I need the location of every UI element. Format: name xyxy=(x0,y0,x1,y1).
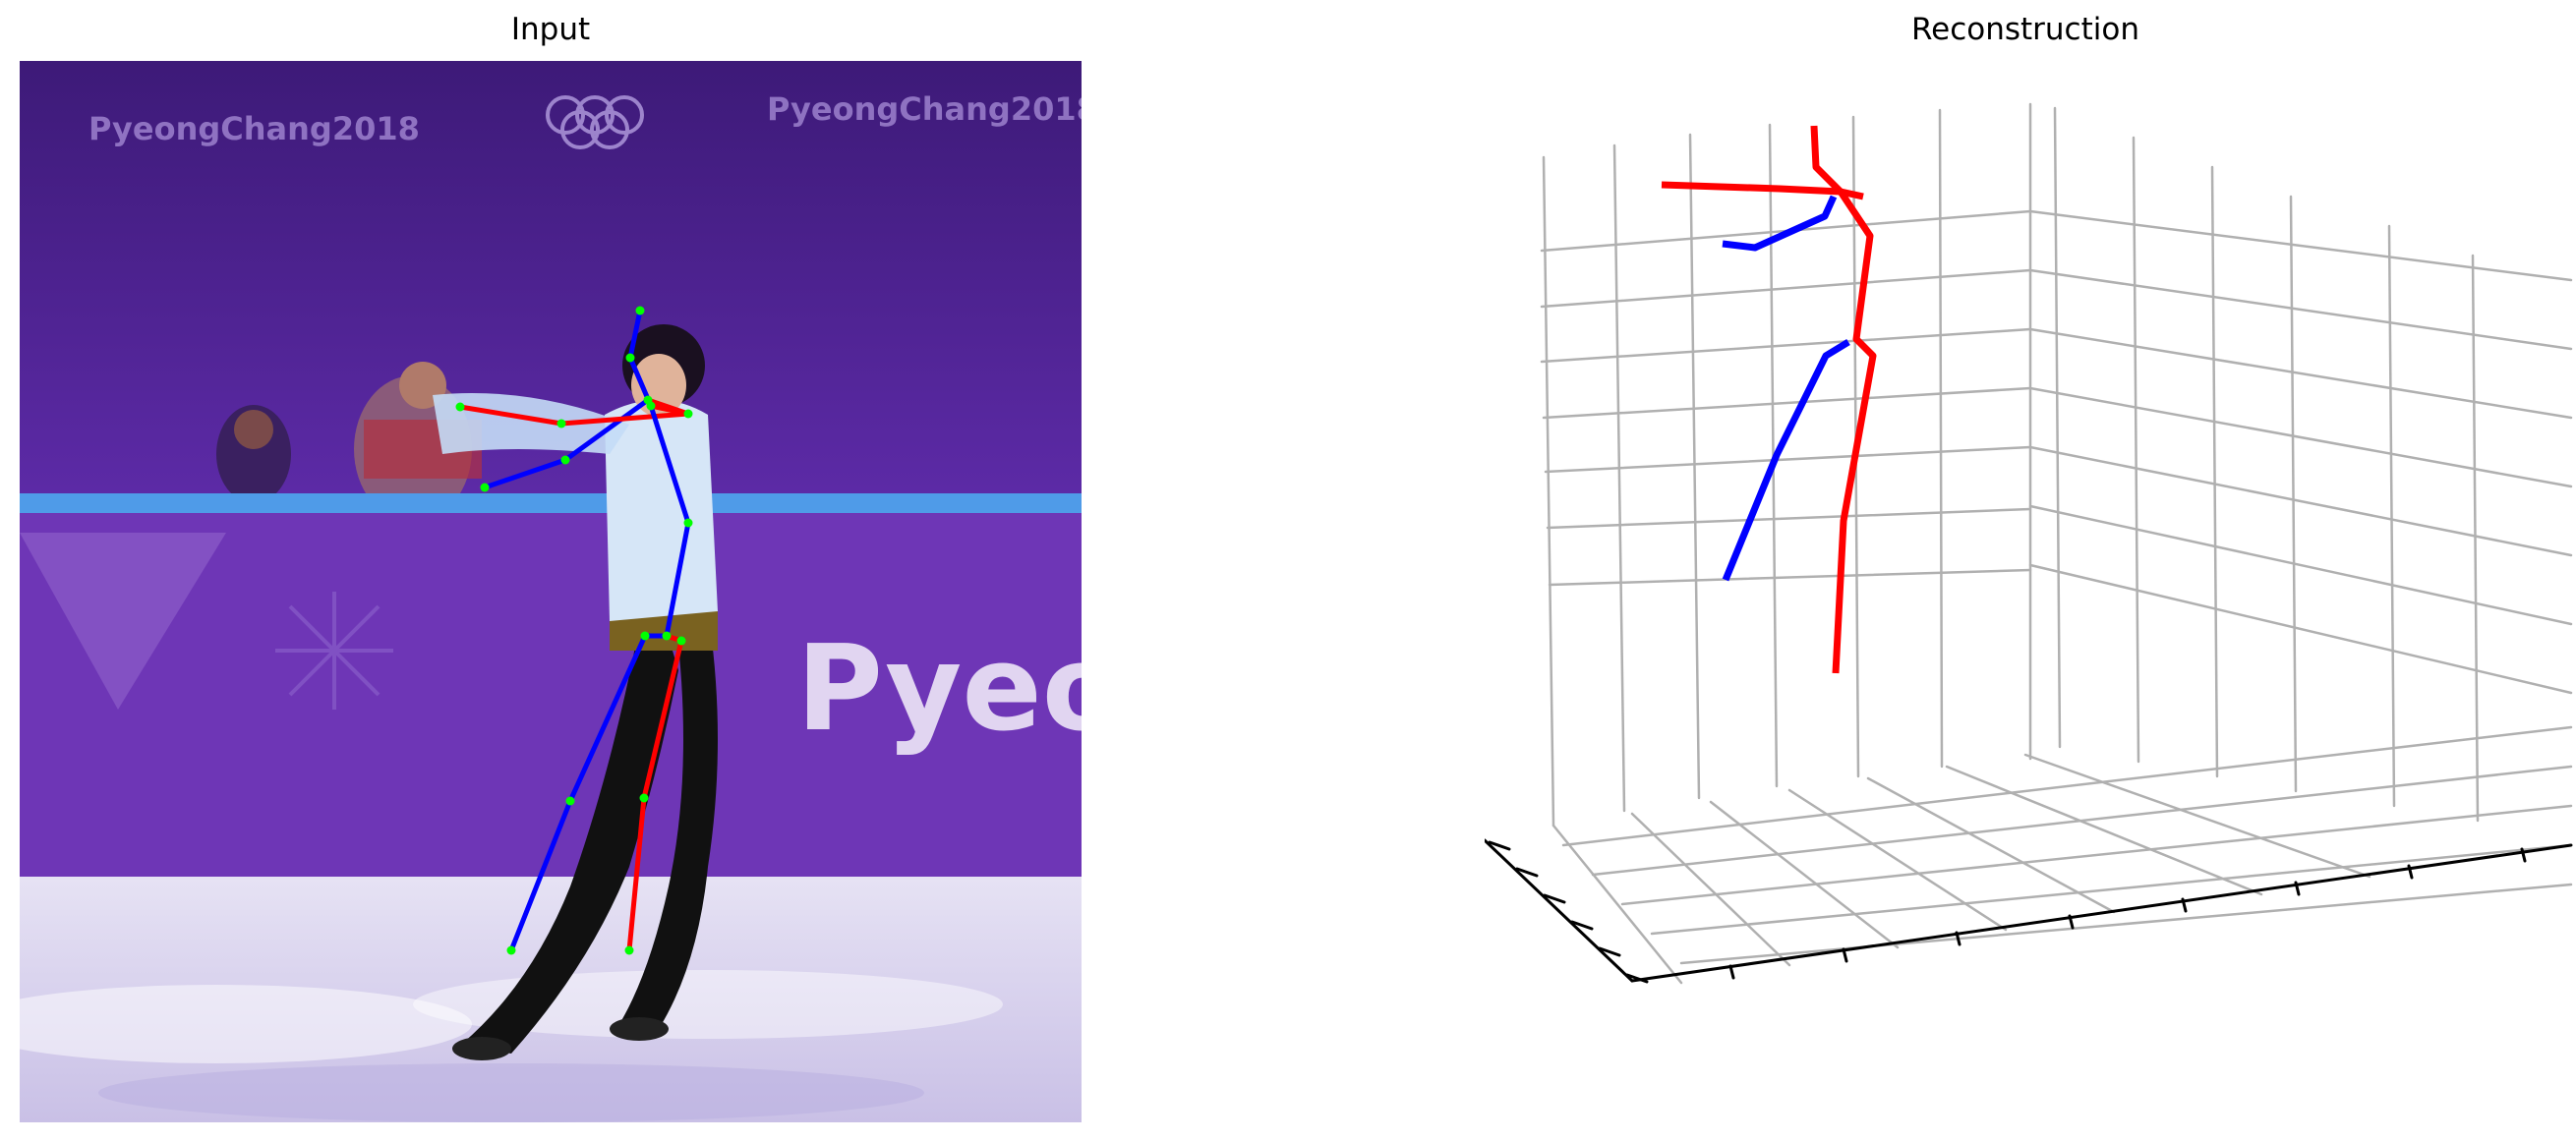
skeleton-3d-left-leg xyxy=(1722,339,1850,582)
joint-neck xyxy=(625,353,635,363)
skeleton-3d-left-arm xyxy=(1722,195,1838,252)
bone-lsho-rsho xyxy=(645,397,691,417)
y-axis-tick xyxy=(1842,947,1848,963)
joint-lwri xyxy=(480,483,490,492)
x-axis-tick xyxy=(1515,867,1539,878)
grid-floor-width xyxy=(1561,725,2573,847)
bone-relb-rwri xyxy=(457,404,564,427)
joint-rkne xyxy=(639,793,649,803)
olympic-rings-icon xyxy=(546,95,644,149)
grid-side-horizontal xyxy=(2028,445,2573,557)
bone-lhip-lkne xyxy=(567,633,648,804)
joint-pelvis xyxy=(662,631,672,641)
joint-rank xyxy=(624,945,634,955)
pose-2d-overlay xyxy=(455,306,693,955)
grid-back-horizontal xyxy=(1540,268,2032,309)
bone-head-neck xyxy=(627,308,643,361)
bone-rkne-rank xyxy=(626,795,647,953)
grid-floor-width xyxy=(1620,804,2573,906)
joint-lkne xyxy=(565,796,575,806)
joint-rhip xyxy=(676,636,686,646)
joint-lhip xyxy=(640,631,650,641)
reconstruction-plot xyxy=(1485,98,2576,1142)
grid-back-vertical xyxy=(1542,155,1555,828)
y-axis-tick xyxy=(2181,897,2188,913)
y-axis-line xyxy=(1630,843,2573,983)
bone-thorax-spine xyxy=(648,403,691,526)
y-axis-tick xyxy=(2520,847,2527,863)
bone-rhip-rkne xyxy=(641,638,684,801)
grid-side-horizontal xyxy=(2028,268,2573,351)
input-image: PyeongChang2018 PyeongChang2018 Pyeon xyxy=(20,61,1082,1122)
grid-back-horizontal xyxy=(1540,327,2032,364)
x-axis-tick xyxy=(1570,920,1594,931)
joint-lsho xyxy=(643,395,653,405)
x-axis-tick xyxy=(1598,946,1621,957)
board-text: Pyeon xyxy=(796,621,1082,758)
grid-side-horizontal xyxy=(2028,386,2573,488)
grid-floor-depth xyxy=(1630,812,1791,967)
grid-floor-width xyxy=(1679,883,2573,965)
snowflake-icon xyxy=(275,592,393,710)
grid-back-horizontal xyxy=(1544,445,2032,474)
y-axis-tick xyxy=(1955,931,1961,946)
bone-lelb-lwri xyxy=(482,457,568,490)
grid-side-vertical xyxy=(2471,254,2480,823)
reconstruction-title: Reconstruction xyxy=(1910,12,2139,47)
joint-rwri xyxy=(455,402,465,412)
x-axis-tick xyxy=(1543,893,1566,904)
board-top-rail xyxy=(20,493,1082,513)
y-axis-tick xyxy=(2294,881,2301,896)
grid-floor-depth xyxy=(1866,776,2116,914)
joint-relb xyxy=(556,419,566,428)
grid-back-horizontal xyxy=(1546,507,2032,530)
x-axis-tick xyxy=(1625,973,1649,984)
grid-side-horizontal xyxy=(2028,209,2573,282)
grid-side-horizontal xyxy=(2028,563,2573,695)
joint-lank xyxy=(506,945,516,955)
bone-lkne-lank xyxy=(508,798,573,953)
banner-text-right: PyeongChang2018 xyxy=(767,90,1082,128)
joint-spine xyxy=(683,518,693,528)
joint-lelb xyxy=(560,455,570,465)
grid-back-horizontal xyxy=(1542,386,2032,420)
joint-rsho xyxy=(683,409,693,419)
grid-side-vertical xyxy=(2132,136,2140,764)
grid-floor-depth xyxy=(1945,765,2263,896)
bone-rsho-relb xyxy=(558,411,691,427)
grid-back-vertical xyxy=(1612,143,1626,813)
grid-side-vertical xyxy=(2289,195,2298,793)
grid-side-horizontal xyxy=(2028,504,2573,626)
grid-floor-width xyxy=(1650,843,2573,936)
grid-back-vertical xyxy=(1938,108,1944,769)
grid-floor-depth xyxy=(2023,753,2371,879)
reconstruction-3d-axes xyxy=(1485,102,2573,985)
grid-floor-depth xyxy=(1551,824,1683,985)
grid-side-vertical xyxy=(2387,224,2396,808)
grid-floor-width xyxy=(1591,765,2573,877)
grid-side-vertical xyxy=(2053,106,2062,749)
y-axis-tick xyxy=(1728,964,1735,980)
input-title: Input xyxy=(510,12,591,47)
x-axis-tick xyxy=(1488,840,1511,851)
bone-lsho-lelb xyxy=(562,397,651,463)
skeleton-3d-right-arm xyxy=(1661,181,1864,200)
grid-back-horizontal xyxy=(1548,568,2032,587)
grid-floor-depth xyxy=(1709,800,1900,949)
x-axis-line xyxy=(1485,838,1634,983)
bone-spine-pelvis xyxy=(664,520,691,639)
grid-back-vertical xyxy=(1688,133,1701,800)
y-axis-tick xyxy=(2068,914,2075,930)
y-axis-tick xyxy=(2407,864,2414,880)
grid-side-vertical xyxy=(2210,165,2219,778)
banner-text-left: PyeongChang2018 xyxy=(88,110,420,147)
skeleton-3d-right-side xyxy=(1810,125,1877,674)
grid-side-horizontal xyxy=(2028,327,2573,420)
joint-head xyxy=(635,306,645,315)
